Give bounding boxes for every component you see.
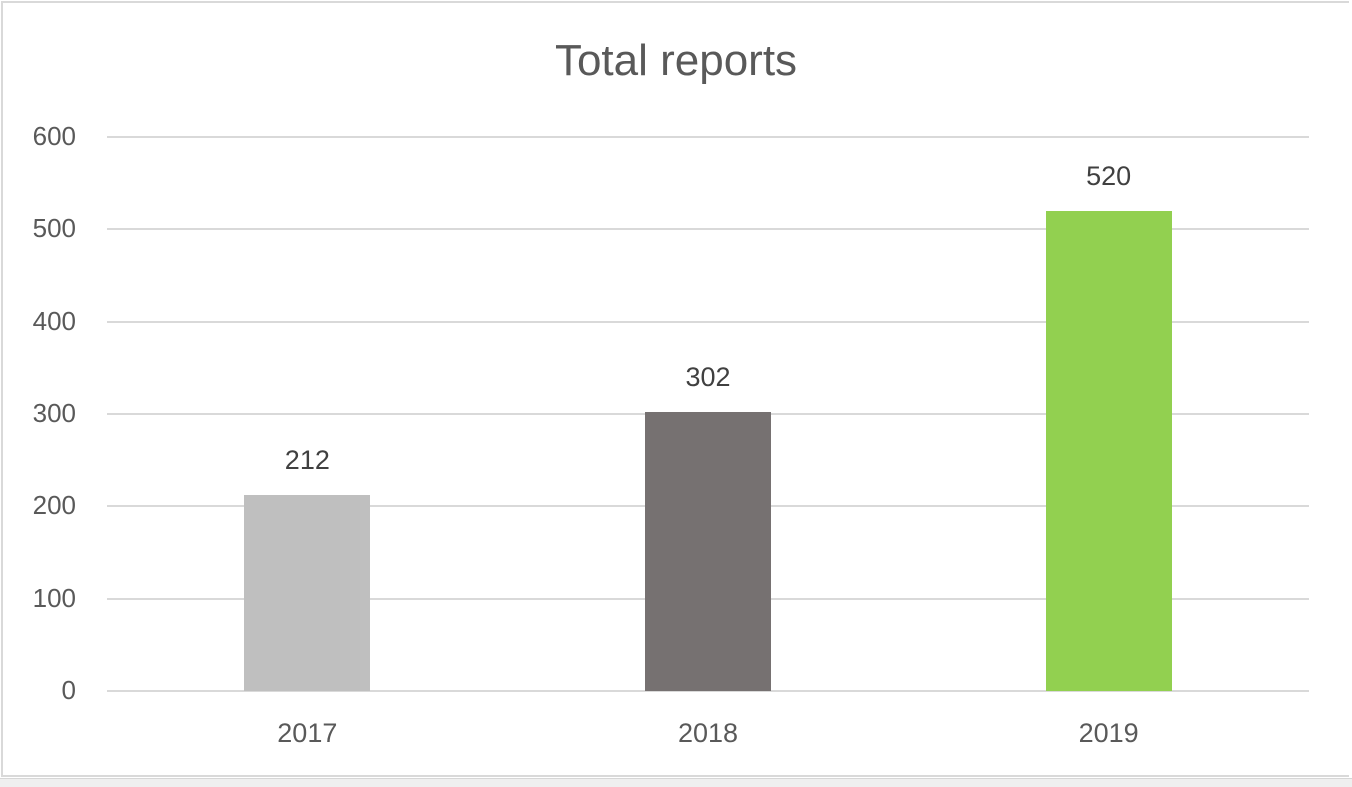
x-tick-label: 2017: [277, 718, 338, 748]
data-label: 302: [685, 362, 731, 393]
gridline: [107, 320, 1309, 323]
y-tick-label: 100: [32, 582, 76, 613]
bottom-border: [0, 778, 1352, 787]
y-tick-label: 400: [32, 305, 76, 336]
gridline: [107, 228, 1309, 231]
y-tick-label: 600: [32, 121, 76, 151]
bar-2017: [244, 495, 371, 691]
data-label: 212: [284, 445, 330, 476]
bar-2018: [645, 412, 771, 691]
gridline: [107, 690, 1309, 692]
bar-2019: [1045, 210, 1172, 691]
x-tick-label: 2019: [1078, 718, 1139, 748]
gridline: [107, 136, 1309, 138]
y-tick-label: 300: [32, 398, 76, 428]
y-tick-label: 0: [61, 675, 76, 705]
data-label: 520: [1086, 160, 1132, 191]
x-tick-label: 2018: [677, 718, 739, 748]
chart-title: Total reports: [554, 36, 798, 85]
y-tick-label: 500: [32, 213, 76, 244]
y-tick-label: 200: [32, 490, 76, 521]
